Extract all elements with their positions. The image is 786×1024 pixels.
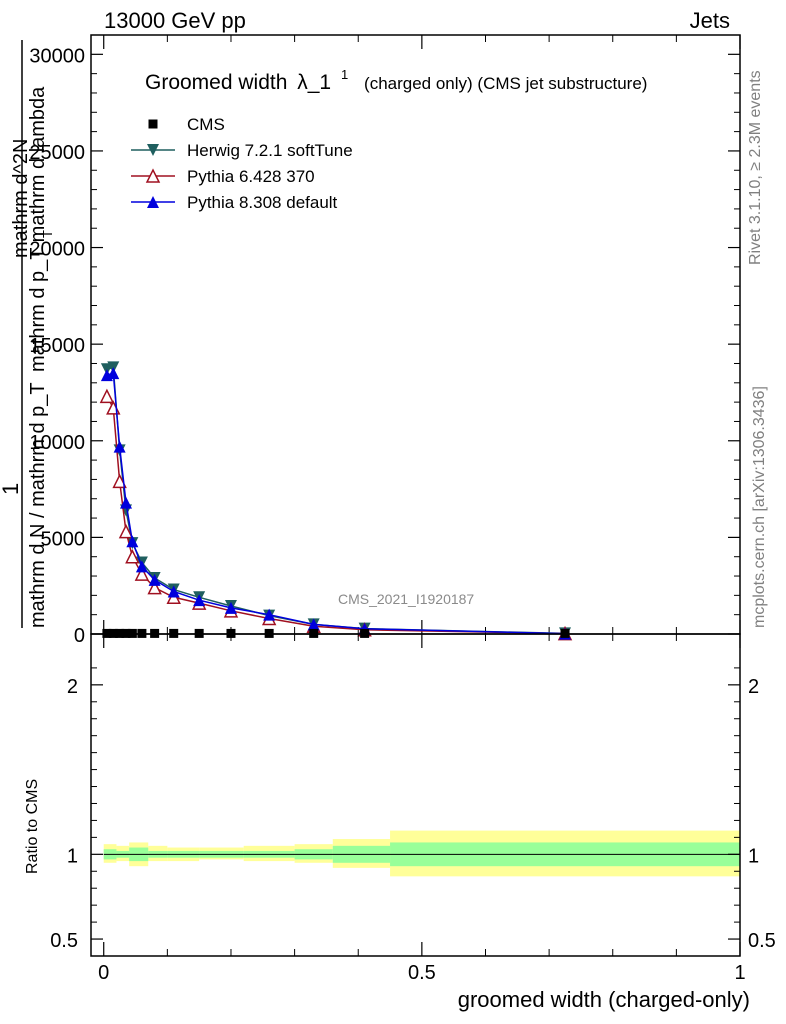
main-y-tick-label: 10000 (29, 432, 85, 454)
ratio-x-axis: 0 0.5 1 (98, 634, 746, 984)
legend-entry: Pythia 8.308 default (131, 193, 338, 212)
header-left: 13000 GeV pp (104, 8, 246, 33)
data-point (126, 535, 139, 548)
legend-marker (147, 144, 159, 156)
data-point (107, 367, 120, 380)
data-point (147, 579, 162, 595)
chart-title-suffix: (charged only) (CMS jet substructure) (364, 74, 647, 93)
mcplots-label: mcplots.cern.ch [arXiv:1306.3436] (751, 386, 768, 628)
legend-marker (148, 119, 158, 129)
data-point (224, 601, 237, 614)
legend-label: Pythia 8.308 default (187, 193, 338, 212)
ratio-y-tick-label-right: 2 (748, 676, 759, 698)
header-right: Jets (690, 8, 730, 33)
data-point (106, 400, 121, 415)
ylabel-numerator: 1 (0, 483, 23, 495)
ylabel-sub: T (40, 230, 55, 238)
main-y-tick-label: 15000 (29, 335, 85, 357)
data-point (118, 523, 134, 539)
data-point (263, 608, 276, 621)
ratio-y-tick-label-right: 1 (748, 845, 759, 867)
ratio-frame (90, 633, 741, 957)
ratio-y-tick-label: 1 (67, 845, 78, 867)
series-line (106, 372, 566, 635)
data-point (193, 594, 206, 607)
data-point (119, 496, 132, 509)
ratio-y-tick-label-right: 0.5 (748, 930, 776, 952)
x-tick-label: 0.5 (408, 962, 436, 984)
data-point (135, 560, 148, 573)
legend-entry: Pythia 6.428 370 (131, 167, 315, 186)
data-point (125, 549, 140, 564)
ratio-y-tick-label: 0.5 (50, 930, 78, 952)
legend: CMS Herwig 7.2.1 softTune Pythia 6.428 370… (131, 115, 353, 212)
main-y-tick-label: 25000 (29, 142, 85, 164)
chart-title-main: Groomed width (145, 71, 287, 94)
ylabel-line2: mathrm d p_T mathrm d lambda (27, 86, 49, 372)
ylabel-line1: mathrm d N / mathrm d p_T (27, 382, 49, 628)
series-pythia-6-428-370 (99, 388, 573, 641)
x-axis-label: groomed width (charged-only) (458, 987, 750, 1012)
legend-label: Herwig 7.2.1 softTune (187, 141, 353, 160)
main-series (99, 361, 573, 641)
chart-title-lambda: λ_1 (297, 71, 331, 94)
ratio-panel: 0.5 0.51 12 2 0 0.5 1 Ratio to CMS groomed wi… (24, 633, 776, 1012)
legend-label: CMS (187, 115, 225, 134)
ratio-bands (103, 830, 740, 877)
chart-title: Groomed width λ_1 1 (charged only) (CMS … (145, 61, 647, 94)
rivet-label: Rivet 3.1.10, ≥ 2.3M events (747, 70, 764, 265)
analysis-watermark: CMS_2021_I1920187 (338, 591, 474, 607)
data-point (167, 585, 180, 598)
legend-marker (147, 196, 159, 208)
ratio-y-tick-label: 2 (67, 676, 78, 698)
data-point (99, 388, 115, 404)
legend-entry: Herwig 7.2.1 softTune (131, 141, 353, 160)
main-y-tick-label: 20000 (29, 239, 85, 261)
data-point (112, 473, 127, 489)
x-tick-label: 0 (98, 962, 109, 984)
main-y-axis: 0 5000 10000 15000 20000 25000 30000 (29, 34, 741, 647)
ylabel-top: mathrm d^2N (10, 139, 32, 258)
x-tick-label: 1 (734, 962, 745, 984)
main-y-tick-label: 30000 (29, 45, 85, 67)
ratio-y-label: Ratio to CMS (24, 779, 41, 874)
main-y-label: mathrm d^2N mathrm d p_T mathrm d lambda… (0, 40, 55, 628)
data-point (134, 566, 150, 581)
data-point (113, 440, 126, 453)
series-line (106, 395, 566, 635)
data-point (148, 573, 161, 586)
legend-marker (145, 168, 161, 183)
main-y-tick-label: 0 (74, 625, 85, 647)
ratio-y-axis: 0.5 0.5 1 1 2 2 (50, 667, 776, 952)
chart-title-sup: 1 (341, 67, 348, 82)
data-point (307, 618, 320, 631)
main-panel: 0 5000 10000 15000 20000 25000 30000 Groomed w… (29, 34, 741, 647)
main-y-tick-label: 5000 (41, 528, 86, 550)
legend-entry: CMS (148, 115, 225, 134)
legend-label: Pythia 6.428 370 (187, 167, 315, 186)
